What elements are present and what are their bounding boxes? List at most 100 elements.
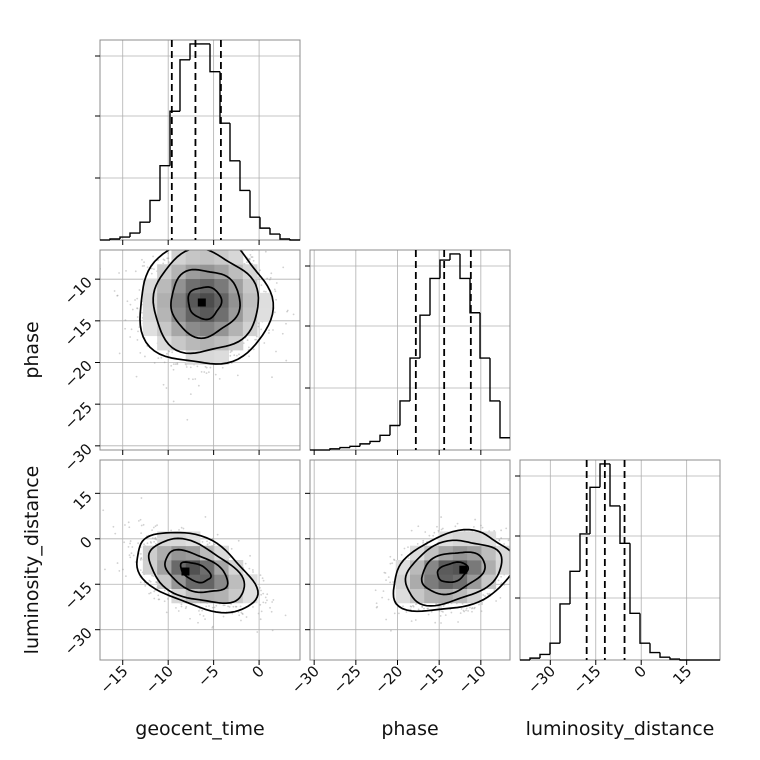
sample-point xyxy=(149,592,152,594)
sample-point xyxy=(255,335,258,338)
sample-point xyxy=(414,619,417,621)
sample-point xyxy=(205,605,208,608)
sample-point xyxy=(375,606,378,609)
sample-point xyxy=(205,366,208,369)
sample-point xyxy=(405,611,408,613)
sample-point xyxy=(200,370,203,373)
sample-point xyxy=(228,556,231,559)
sample-point xyxy=(152,575,155,578)
sample-point xyxy=(270,610,273,613)
hist-bin xyxy=(619,505,630,544)
sample-point xyxy=(203,371,206,373)
sample-point xyxy=(134,299,136,301)
sample-point xyxy=(139,558,142,561)
x-tick-label: −5 xyxy=(194,662,222,690)
sample-point xyxy=(260,610,263,613)
sample-point xyxy=(393,559,396,562)
sample-point xyxy=(248,258,251,261)
hist-bin xyxy=(409,357,420,401)
sample-point xyxy=(153,540,156,543)
sample-point xyxy=(123,541,126,544)
sample-point xyxy=(189,225,191,227)
sample-point xyxy=(157,357,160,360)
sample-point xyxy=(454,525,457,528)
sample-point xyxy=(141,265,144,267)
sample-point xyxy=(172,363,175,366)
density-cell xyxy=(452,531,468,547)
sample-point xyxy=(403,547,406,550)
axes-frame xyxy=(99,249,301,451)
sample-point xyxy=(473,606,476,609)
y-tick-label: −25 xyxy=(61,398,96,433)
sample-point xyxy=(517,552,519,554)
sample-point xyxy=(271,601,274,603)
sample-point xyxy=(266,593,269,596)
hist-bin xyxy=(629,543,640,615)
sample-point xyxy=(148,592,151,595)
density-cell xyxy=(395,574,411,589)
sample-point xyxy=(514,550,516,552)
sample-point xyxy=(180,603,183,606)
sample-point xyxy=(222,615,225,618)
sample-point xyxy=(153,361,156,364)
sample-point xyxy=(387,598,390,601)
sample-point xyxy=(442,611,444,613)
axes-frame xyxy=(99,459,301,661)
sample-point xyxy=(440,610,443,613)
sample-point xyxy=(249,253,252,256)
sample-point xyxy=(151,574,154,577)
sample-point xyxy=(157,598,160,601)
sample-point xyxy=(462,609,465,612)
sample-point xyxy=(216,533,219,536)
sample-point xyxy=(135,375,138,378)
density-cell xyxy=(495,560,510,575)
sample-point xyxy=(245,616,248,618)
sample-point xyxy=(469,606,471,609)
hist-bin xyxy=(639,613,650,644)
y-tick-label: 15 xyxy=(70,487,96,513)
sample-point xyxy=(246,243,248,245)
hist-bin xyxy=(339,446,350,449)
sample-point xyxy=(139,351,142,354)
density-cell xyxy=(157,335,172,351)
hist-bin xyxy=(589,486,600,534)
y-tick-label: −30 xyxy=(61,440,96,475)
axes-frame xyxy=(519,459,721,661)
sample-point xyxy=(285,359,288,362)
hist-bin xyxy=(569,570,580,604)
hist-bin xyxy=(149,199,160,223)
sample-point xyxy=(189,617,191,620)
sample-point xyxy=(149,580,152,583)
sample-point xyxy=(427,607,429,610)
hist-bin xyxy=(579,533,590,572)
sample-point xyxy=(438,609,441,612)
sample-point xyxy=(230,217,232,219)
sample-point xyxy=(260,593,263,596)
sample-point xyxy=(213,543,216,546)
sample-point xyxy=(247,346,250,349)
sample-point xyxy=(139,569,142,571)
sample-point xyxy=(231,234,233,236)
sample-point xyxy=(237,539,240,542)
sample-point xyxy=(171,247,173,249)
sample-point xyxy=(151,537,154,539)
sample-point xyxy=(512,553,514,555)
sample-point xyxy=(204,516,207,518)
sample-point xyxy=(255,338,258,341)
sample-point xyxy=(387,576,390,579)
hist-bin xyxy=(219,71,230,124)
sample-point xyxy=(176,362,179,365)
sample-point xyxy=(427,613,430,616)
hist-bin xyxy=(329,448,340,450)
hist-bin xyxy=(489,358,500,402)
density-cell xyxy=(185,264,201,279)
sample-point xyxy=(156,524,158,527)
sample-point xyxy=(215,604,218,607)
sample-point xyxy=(158,598,161,601)
sample-point xyxy=(157,594,160,597)
sample-point xyxy=(244,562,247,565)
sample-point xyxy=(144,355,146,358)
sample-point xyxy=(199,613,201,616)
sample-point xyxy=(114,532,117,535)
sample-point xyxy=(393,558,395,561)
